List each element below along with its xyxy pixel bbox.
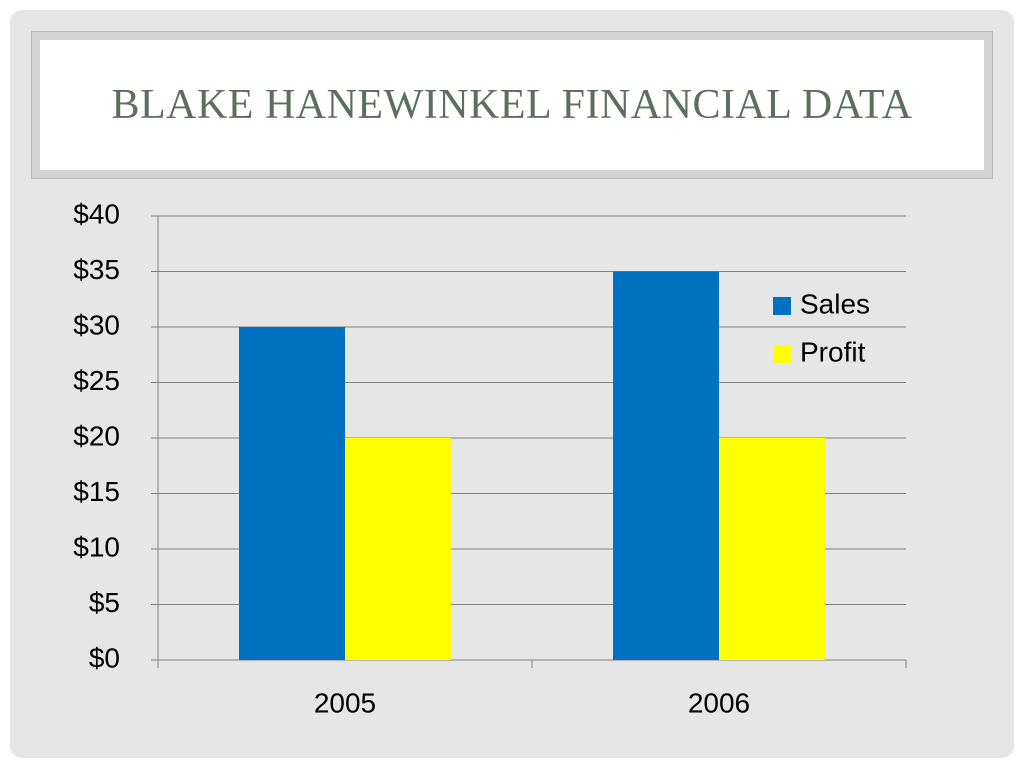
- chart-title: BLAKE HANEWINKEL FINANCIAL DATA: [111, 82, 913, 128]
- x-tick-label: 2006: [688, 687, 750, 718]
- y-tick-label: $40: [73, 198, 120, 229]
- y-tick-label: $15: [73, 476, 120, 507]
- y-tick-label: $0: [89, 642, 120, 673]
- x-tick-label: 2005: [314, 687, 376, 718]
- y-tick-label: $20: [73, 420, 120, 451]
- y-tick-label: $35: [73, 254, 120, 285]
- bar: [719, 438, 825, 660]
- y-tick-label: $25: [73, 365, 120, 396]
- bar: [239, 327, 345, 660]
- bar: [345, 438, 451, 660]
- legend-label: Profit: [800, 336, 866, 367]
- legend-label: Sales: [800, 288, 870, 319]
- bar: [613, 271, 719, 660]
- title-box: BLAKE HANEWINKEL FINANCIAL DATA: [31, 31, 993, 179]
- legend-swatch: [773, 297, 791, 315]
- y-tick-label: $5: [89, 587, 120, 618]
- legend-swatch: [773, 345, 791, 363]
- y-tick-label: $10: [73, 531, 120, 562]
- y-tick-label: $30: [73, 309, 120, 340]
